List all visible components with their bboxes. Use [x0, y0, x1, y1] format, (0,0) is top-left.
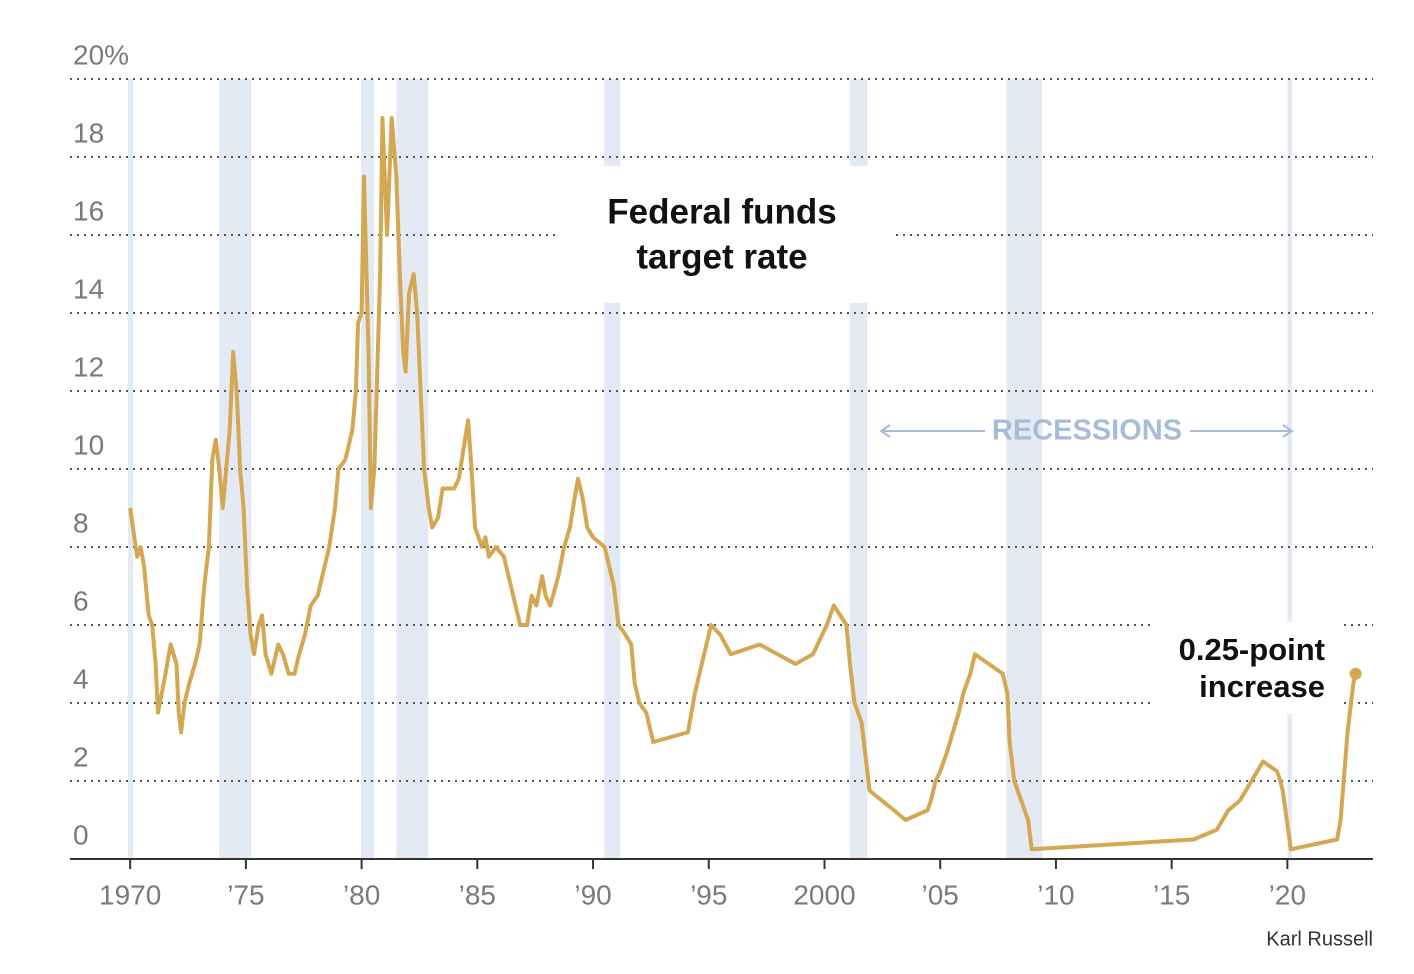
y-tick-label: 18 — [73, 117, 104, 148]
y-tick-label: 8 — [73, 507, 89, 538]
chart-title: Federal funds — [607, 192, 836, 231]
x-tick-label: ’80 — [343, 879, 380, 910]
plot: 0 2 4 6 8 10 12 14 16 18 20% 1970 ’75 ’80 ’85 ’90 ’95 200… — [70, 39, 1373, 910]
annotation: increase — [1199, 669, 1325, 704]
y-tick-label: 2 — [73, 741, 89, 772]
y-tick-label: 10 — [73, 429, 104, 460]
y-tick-label: 16 — [73, 195, 104, 226]
title-backdrop — [556, 166, 894, 303]
recessions-key — [879, 424, 1294, 438]
x-tick-label: ’75 — [227, 879, 264, 910]
x-tick-label: ’20 — [1269, 879, 1306, 910]
x-tick-label: ’85 — [459, 879, 496, 910]
x-tick-label: 1970 — [99, 879, 161, 910]
y-tick-label: 6 — [73, 585, 89, 616]
y-tick-label: 4 — [73, 663, 89, 694]
y-tick-label: 0 — [73, 819, 89, 850]
y-tick-label: 20% — [73, 39, 129, 70]
chart-title: target rate — [636, 237, 807, 276]
x-tick-label: ’95 — [690, 879, 727, 910]
x-tick-label: 2000 — [793, 879, 855, 910]
y-tick-label: 12 — [73, 351, 104, 382]
recessions-label: RECESSIONS — [992, 415, 1182, 447]
rate-line — [128, 116, 1358, 852]
x-tick-label: ’05 — [922, 879, 959, 910]
annotation-backdrop — [1152, 622, 1342, 714]
annotation: 0.25-point — [1179, 632, 1325, 667]
end-dot — [1349, 667, 1362, 680]
recession-band — [127, 79, 134, 859]
recession-band — [361, 79, 375, 859]
arrow-head — [1282, 424, 1294, 438]
credit: Karl Russell — [1266, 928, 1373, 950]
x-tick-label: ’10 — [1037, 879, 1074, 910]
y-tick-label: 14 — [73, 273, 104, 304]
x-tick-label: ’90 — [574, 879, 611, 910]
arrow-head — [879, 424, 891, 438]
x-tick-label: ’15 — [1153, 879, 1190, 910]
